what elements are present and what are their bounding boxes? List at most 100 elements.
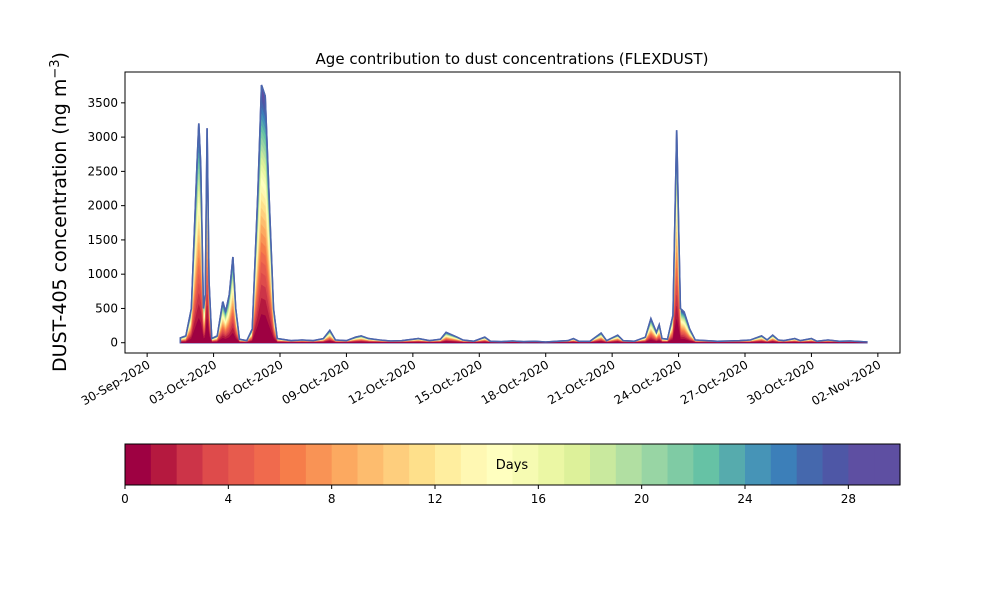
age-area-day-20 <box>180 138 868 343</box>
y-tick-label-3: 1500 <box>87 233 118 247</box>
age-area-day-29 <box>179 84 868 344</box>
colorbar-cell-24 <box>745 444 772 485</box>
age-area-day-25 <box>180 107 868 343</box>
x-tick-label-2: 06-Oct-2020 <box>213 357 285 407</box>
age-area-day-27 <box>180 96 868 343</box>
colorbar-cell-11 <box>409 444 436 485</box>
age-area-day-8 <box>180 224 868 343</box>
age-area-day-5 <box>180 251 868 343</box>
colorbar-cell-18 <box>590 444 617 485</box>
colorbar-cell-4 <box>228 444 255 485</box>
x-tick-label-1: 03-Oct-2020 <box>147 357 219 407</box>
colorbar-cell-15 <box>512 444 539 485</box>
age-area-day-16 <box>180 164 868 343</box>
age-area-day-23 <box>180 119 868 343</box>
age-area-day-24 <box>180 113 868 343</box>
x-tick-label-9: 27-Oct-2020 <box>678 357 750 407</box>
age-area-day-7 <box>180 232 868 343</box>
colorbar-cell-16 <box>538 444 565 485</box>
age-area-day-9 <box>180 215 868 343</box>
colorbar-cell-0 <box>125 444 152 485</box>
x-axis: 30-Sep-202003-Oct-202006-Oct-202009-Oct-… <box>79 353 883 408</box>
x-tick-label-7: 21-Oct-2020 <box>545 357 617 407</box>
x-tick-label-10: 30-Oct-2020 <box>744 357 816 407</box>
age-area-day-14 <box>180 177 868 343</box>
colorbar-cell-13 <box>460 444 488 485</box>
y-tick-label-6: 3000 <box>87 130 118 144</box>
y-axis-label-superscript: −3 <box>48 59 63 78</box>
age-area-day-21 <box>180 131 868 343</box>
age-area-day-19 <box>180 144 868 343</box>
colorbar-cell-6 <box>280 444 307 485</box>
age-area-day-22 <box>180 125 868 343</box>
chart-title: Age contribution to dust concentrations … <box>316 50 709 68</box>
colorbar-ticks: 0 4 8 12 16 20 24 28 <box>121 485 856 506</box>
colorbar-cell-29 <box>874 444 901 485</box>
colorbar-cell-10 <box>383 444 410 485</box>
colorbar-cell-21 <box>667 444 694 485</box>
x-tick-label-0: 30-Sep-2020 <box>79 357 153 408</box>
colorbar-cell-5 <box>254 444 281 485</box>
colorbar-tick-label-6: 24 <box>737 492 752 506</box>
colorbar-tick-label-5: 20 <box>634 492 649 506</box>
colorbar-frame <box>124 443 901 486</box>
age-area-day-17 <box>180 157 868 343</box>
y-axis: 0 500 1000 1500 2000 2500 3000 3500 <box>87 96 125 350</box>
colorbar-cell-8 <box>331 444 359 485</box>
y-tick-label-5: 2500 <box>87 164 118 178</box>
plot-frame <box>124 71 901 354</box>
age-area-day-10 <box>180 207 868 343</box>
y-tick-label-0: 0 <box>110 336 118 350</box>
y-tick-label-1: 500 <box>95 301 118 315</box>
x-tick-label-5: 15-Oct-2020 <box>412 357 484 407</box>
colorbar-tick-label-2: 8 <box>328 492 336 506</box>
plot-area: 0 500 1000 1500 2000 2500 3000 3500 30-Sep-2020… <box>79 71 901 408</box>
x-tick-label-4: 12-Oct-2020 <box>346 357 418 407</box>
x-tick-label-6: 18-Oct-2020 <box>479 357 551 407</box>
colorbar-cell-12 <box>435 444 462 485</box>
age-area-day-12 <box>180 192 868 343</box>
age-area-day-18 <box>180 151 868 343</box>
colorbar-tick-label-7: 28 <box>841 492 856 506</box>
colorbar-cell-19 <box>615 444 643 485</box>
colorbar-tick-label-0: 0 <box>121 492 129 506</box>
age-area-day-26 <box>180 101 868 343</box>
total-line <box>179 84 868 343</box>
colorbar-cell-1 <box>150 444 178 485</box>
colorbar-cell-9 <box>357 444 384 485</box>
colorbar-tick-label-1: 4 <box>225 492 233 506</box>
colorbar-tick-label-4: 16 <box>531 492 546 506</box>
y-axis-label-text: DUST-405 concentration (ng m <box>49 79 71 372</box>
age-area-day-4 <box>180 261 868 343</box>
colorbar-cell-20 <box>641 444 669 485</box>
x-tick-label-3: 09-Oct-2020 <box>279 357 351 407</box>
colorbar-cell-27 <box>822 444 849 485</box>
colorbar-cells <box>125 444 901 485</box>
age-area-day-3 <box>180 272 868 343</box>
y-axis-label-close: ) <box>49 52 71 59</box>
age-area-day-15 <box>180 170 868 343</box>
colorbar-cell-23 <box>719 444 746 485</box>
colorbar-cell-2 <box>176 444 204 485</box>
age-area-day-0 <box>180 314 868 343</box>
colorbar-cell-17 <box>564 444 591 485</box>
y-axis-label: DUST-405 concentration (ng m−3) <box>48 52 72 372</box>
age-area-day-11 <box>180 199 868 343</box>
y-tick-label-7: 3500 <box>87 96 118 110</box>
colorbar: Days 0 4 8 12 16 20 24 28 <box>121 443 901 506</box>
y-tick-label-2: 1000 <box>87 267 118 281</box>
y-tick-label-4: 2000 <box>87 199 118 213</box>
colorbar-cell-3 <box>202 444 229 485</box>
colorbar-cell-28 <box>848 444 875 485</box>
x-tick-label-11: 02-Nov-2020 <box>809 357 883 408</box>
colorbar-cell-7 <box>305 444 333 485</box>
colorbar-tick-label-3: 12 <box>427 492 442 506</box>
x-tick-label-8: 24-Oct-2020 <box>612 357 684 407</box>
colorbar-cell-14 <box>486 444 514 485</box>
age-area-day-2 <box>180 284 868 343</box>
colorbar-cell-26 <box>796 444 824 485</box>
age-area-day-28 <box>180 90 868 343</box>
colorbar-cell-22 <box>693 444 720 485</box>
age-area-day-13 <box>180 184 868 343</box>
